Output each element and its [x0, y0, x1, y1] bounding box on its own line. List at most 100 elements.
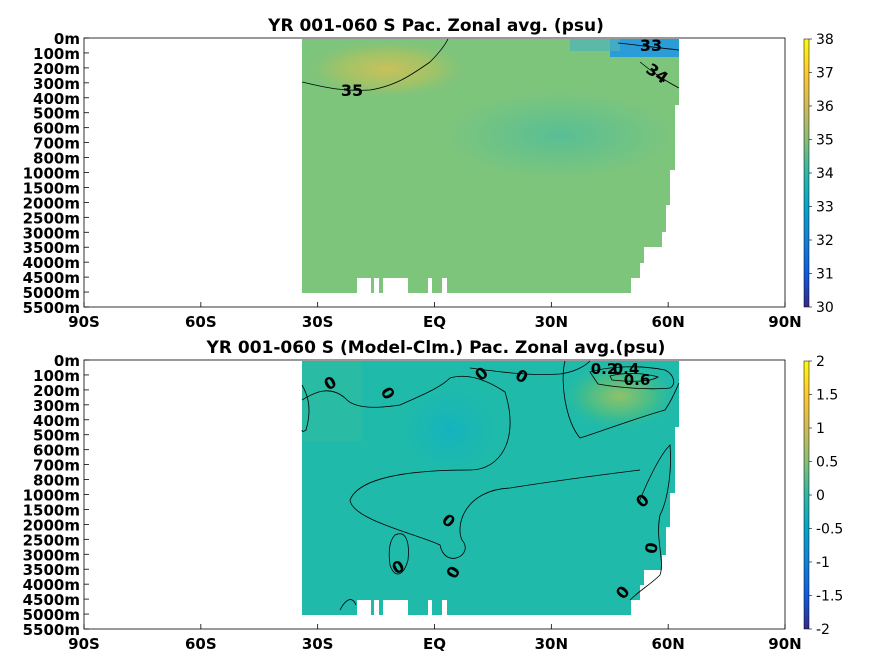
y-tick-label: 4000m	[23, 254, 80, 272]
y-tick-label: 400m	[33, 90, 80, 108]
colorbar-top	[803, 38, 810, 308]
x-tick-label: 90N	[768, 313, 801, 331]
colorbar-bottom	[803, 360, 810, 630]
y-tick-label: 2000m	[23, 516, 80, 534]
x-tick-label: 60N	[651, 313, 684, 331]
contour-line-35	[301, 38, 449, 91]
bathymetry-gap	[383, 278, 408, 294]
y-tick-label: 1500m	[23, 501, 80, 519]
anomaly-positive-sw	[302, 361, 362, 441]
y-tick-label: 4500m	[23, 269, 80, 287]
colorbar-tick-label: 35	[816, 133, 834, 149]
y-tick-label: 0m	[54, 30, 80, 48]
y-tick-label: 200m	[33, 60, 80, 78]
y-tick-label: 3500m	[23, 239, 80, 257]
salinity-field: 35 34 33	[301, 36, 680, 294]
y-tick-label: 200m	[33, 382, 80, 400]
y-tick-label: 2000m	[23, 194, 80, 212]
bathymetry-gap	[383, 600, 408, 616]
chart-title-top: YR 001-060 S Pac. Zonal avg. (psu)	[267, 16, 604, 36]
colorbar-tick-label: -0.5	[816, 522, 843, 538]
y-tick-label: 700m	[33, 135, 80, 153]
colorbar-ticks-top: 30 31 32 33 34 35 36 37 38	[809, 32, 834, 316]
x-tick-label: 90S	[68, 635, 100, 653]
contour-label: 0.2	[591, 360, 618, 378]
colorbar-tick-label: 0	[816, 488, 825, 504]
bathymetry-gap	[357, 278, 371, 294]
y-tick-label: 500m	[33, 427, 80, 445]
colorbar-tick-label: 1.5	[816, 388, 838, 404]
y-tick-label: 1500m	[23, 179, 80, 197]
y-tick-label: 5000m	[23, 606, 80, 624]
bathymetry-gap	[374, 278, 379, 294]
surface-fresh-lens	[610, 39, 679, 57]
colorbar-tick-label: 0.5	[816, 455, 838, 471]
colorbar-tick-label: 38	[816, 32, 834, 48]
anomaly-field: 0 0 0 0 0 0 0 0 0 0 0.2 0.4 0.6	[301, 360, 680, 616]
y-tick-label: 600m	[33, 442, 80, 460]
y-tick-label: 2500m	[23, 209, 80, 227]
colorbar-tick-label: 32	[816, 233, 834, 249]
contour-line-0.6	[609, 373, 659, 382]
y-tick-label: 100m	[33, 367, 80, 385]
x-tick-label: 30N	[535, 635, 568, 653]
y-tick-label: 4000m	[23, 576, 80, 594]
x-tick-label: 30S	[302, 313, 334, 331]
chart-title-bottom: YR 001-060 S (Model-Clm.) Pac. Zonal avg…	[206, 338, 666, 358]
x-tick-label: 60S	[185, 313, 217, 331]
contour-line-33	[617, 42, 680, 51]
contour-label: 0	[641, 541, 662, 555]
y-tick-label: 800m	[33, 150, 80, 168]
colorbar-tick-label: 36	[816, 99, 834, 115]
contour-line-0	[629, 444, 671, 601]
y-tick-label: 5500m	[23, 299, 80, 317]
bathymetry-gap	[374, 600, 379, 616]
x-tick-label: EQ	[423, 635, 446, 653]
colorbar-ticks-bottom: 2 1.5 1 0.5 0 -0.5 -1 -1.5 -2	[809, 354, 843, 638]
colorbar-tick-label: 33	[816, 200, 834, 216]
x-tick-label: 30S	[302, 635, 334, 653]
y-tick-label: 3500m	[23, 561, 80, 579]
y-tick-label: 3000m	[23, 224, 80, 242]
y-tick-label: 3000m	[23, 546, 80, 564]
x-tick-label: 60N	[651, 635, 684, 653]
intermediate-fresh-band	[440, 90, 679, 180]
colorbar-tick-label: 1	[816, 421, 825, 437]
y-tick-label: 5000m	[23, 284, 80, 302]
anomaly-negative-blob	[395, 380, 505, 480]
anomaly-positive-blob	[560, 361, 679, 431]
colorbar-tick-label: -2	[816, 622, 830, 638]
bathymetry-gap	[428, 278, 432, 294]
contour-label: 35	[341, 81, 363, 100]
y-tick-label: 800m	[33, 472, 80, 490]
y-tick-label: 600m	[33, 120, 80, 138]
y-tick-label: 0m	[54, 352, 80, 370]
contour-label: 0.6	[624, 371, 651, 389]
colorbar-tick-label: 30	[816, 300, 834, 316]
contour-label: 33	[640, 36, 662, 55]
y-tick-label: 1000m	[23, 487, 80, 505]
contour-line-0	[301, 384, 310, 432]
colorbar-tick-label: 34	[816, 166, 834, 182]
colorbar-tick-label: -1	[816, 555, 830, 571]
contour-line-0	[388, 533, 409, 575]
colorbar-tick-label: 2	[816, 354, 825, 370]
axis-ticks-top: 0m100m200m300m400m500m600m700m800m1000m1…	[23, 30, 802, 331]
axis-ticks-bottom: 0m100m200m300m400m500m600m700m800m1000m1…	[23, 352, 802, 653]
y-tick-label: 400m	[33, 412, 80, 430]
panel-bottom: YR 001-060 S (Model-Clm.) Pac. Zonal avg…	[23, 338, 844, 653]
contour-line-0	[562, 360, 680, 439]
y-tick-label: 4500m	[23, 591, 80, 609]
contour-line-0	[469, 360, 591, 375]
y-tick-label: 1000m	[23, 165, 80, 183]
bathymetry-gap	[442, 278, 447, 294]
colorbar-tick-label: -1.5	[816, 589, 843, 605]
bathymetry-gap	[357, 600, 371, 616]
y-tick-label: 5500m	[23, 621, 80, 639]
x-tick-label: 90S	[68, 313, 100, 331]
x-tick-label: 30N	[535, 313, 568, 331]
y-tick-label: 700m	[33, 457, 80, 475]
colorbar-tick-label: 31	[816, 267, 834, 283]
surface-warm-lens	[302, 39, 472, 99]
colorbar-tick-label: 37	[816, 66, 834, 82]
